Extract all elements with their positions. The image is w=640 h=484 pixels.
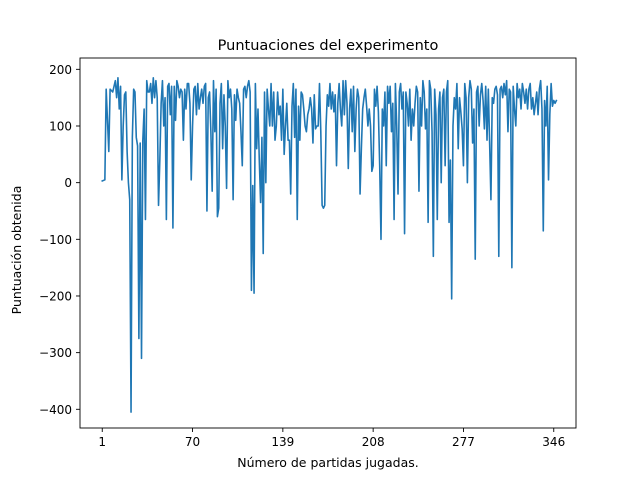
x-tick-label: 139 — [271, 435, 294, 449]
series-line-1 — [101, 77, 558, 413]
y-tick-label: −400 — [39, 403, 72, 417]
x-tick-label: 1 — [98, 435, 106, 449]
x-axis-label: Número de partidas jugadas. — [237, 455, 418, 470]
y-tick-label: −100 — [39, 233, 72, 247]
x-tick-label: 70 — [185, 435, 200, 449]
x-tick-label: 346 — [542, 435, 565, 449]
x-tick-label: 277 — [452, 435, 475, 449]
y-tick-label: −200 — [39, 289, 72, 303]
y-tick-label: 200 — [49, 63, 72, 77]
chart-title: Puntuaciones del experimento — [218, 38, 439, 54]
axes: 1 70 139 208 277 346 200 100 0 −100 −200 −300 −400 — [39, 57, 577, 449]
y-axis-label: Puntuación obtenida — [9, 186, 24, 315]
plot-area — [101, 77, 558, 413]
y-tick-label: 0 — [64, 176, 72, 190]
y-tick-label: −300 — [39, 346, 72, 360]
axes-frame — [79, 57, 577, 429]
y-tick-label: 100 — [49, 119, 72, 133]
x-tick-label: 208 — [362, 435, 385, 449]
